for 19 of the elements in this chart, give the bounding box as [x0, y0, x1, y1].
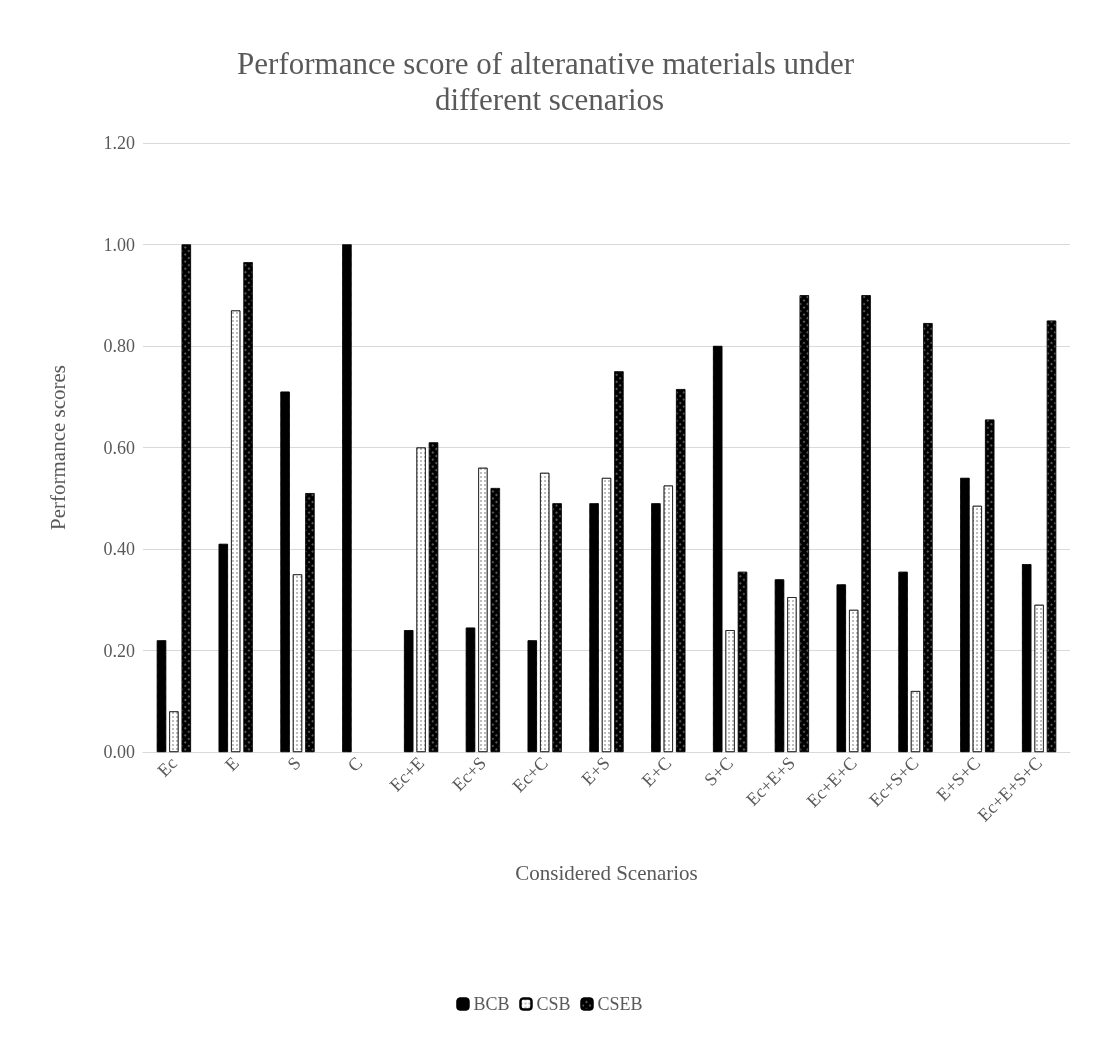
x-axis-title: Considered Scenarios: [515, 860, 698, 885]
legend-label: BCB: [473, 994, 510, 1014]
y-tick-label: 0.20: [103, 640, 135, 661]
y-tick-label: 0.00: [103, 742, 135, 762]
x-tick-label: E: [220, 752, 243, 775]
y-axis-title: Performance scores: [45, 364, 70, 531]
y-tick-label: 0.80: [103, 336, 135, 356]
legend-label: CSB: [536, 994, 571, 1014]
y-tick-label: 0.60: [103, 437, 135, 458]
legend-label: CSEB: [597, 994, 643, 1014]
x-tick-label: S+C: [700, 752, 738, 790]
chart-title: Performance score of alteranative materials under different scenarios: [237, 45, 862, 117]
y-tick-label: 0.40: [103, 539, 135, 559]
y-tick-label: 1.20: [103, 133, 135, 153]
x-tick-label: Ec: [153, 752, 181, 781]
x-tick-label: S: [283, 752, 305, 775]
x-tick-label: E+S: [577, 752, 614, 790]
x-tick-label: C: [343, 752, 367, 776]
y-tick-label: 1.00: [103, 234, 135, 255]
